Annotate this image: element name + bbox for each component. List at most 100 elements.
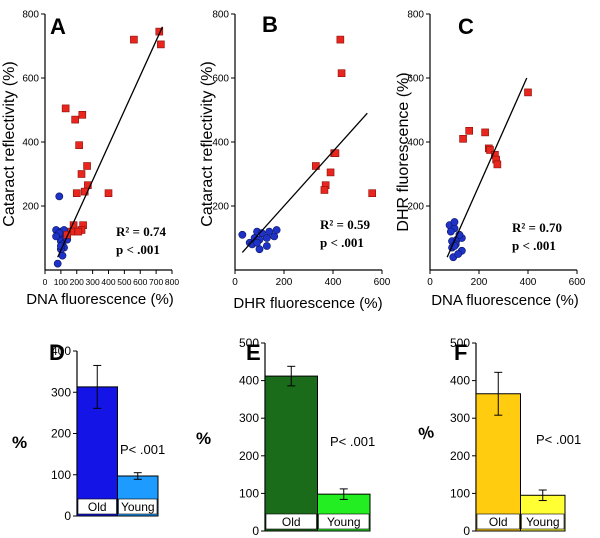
panel-c-x-tick-label: 400 — [520, 277, 537, 288]
panel-b-x-tick-label: 400 — [325, 277, 342, 288]
panel-c-young-point — [454, 250, 463, 258]
panel-b-young-point — [272, 226, 281, 234]
panel-b-y-tick-label: 400 — [212, 138, 229, 149]
panel-e-category-label: Old — [282, 515, 301, 529]
panel-d-y-tick-label: 100 — [51, 468, 71, 482]
panel-e-letter: E — [246, 340, 261, 365]
panel-d: D % 0 100 200 300 400 Old Young P< .001 — [12, 340, 165, 523]
panel-f-ylabel: % — [417, 422, 436, 444]
panel-a-x-tick-label: 0 — [43, 277, 48, 287]
panel-a-x-tick-label: 800 — [165, 277, 179, 287]
panel-b-young-point — [238, 230, 247, 239]
panel-b-ylabel: Cataract reflectivity (%) — [199, 61, 216, 226]
panel-a-old-point — [83, 162, 91, 170]
panel-e-y-tick-label: 500 — [239, 336, 259, 350]
panel-a-y-tick-label: 600 — [22, 74, 39, 85]
panel-d-letter: D — [49, 340, 65, 365]
panel-e-y-tick-label: 200 — [239, 449, 259, 463]
panel-b-x-tick-label: 200 — [276, 277, 293, 288]
panel-b-regression-line — [241, 112, 368, 253]
panel-f-bar-old — [475, 393, 521, 532]
panel-d-y-tick-label: 300 — [51, 385, 71, 399]
panel-a-regression-line — [57, 26, 164, 258]
panel-f-category-box — [521, 513, 565, 530]
panel-a-old-point — [71, 115, 79, 124]
panel-e-y-tick-label: 0 — [252, 524, 259, 538]
panel-e: E % 0 100 200 300 400 500 Old Young P< .001 — [196, 336, 375, 538]
panel-b-old-point — [326, 168, 335, 177]
panel-c-old-point — [459, 135, 467, 143]
panel-e-category-box — [318, 513, 370, 530]
panel-c-x-tick-label: 600 — [569, 277, 586, 288]
panel-a-y-tick-label: 800 — [22, 10, 39, 21]
panel-c-old-point — [465, 127, 474, 135]
panel-f-y-tick-label: 0 — [463, 524, 470, 538]
panel-c-x-tick-label: 0 — [427, 277, 433, 288]
panel-a-old-point — [104, 189, 113, 197]
panel-f-category-label: Old — [489, 515, 508, 529]
panel-c-y-tick-label: 600 — [407, 74, 424, 85]
panel-e-y-tick-label: 300 — [239, 411, 259, 425]
panel-a-p: p < .001 — [116, 242, 160, 257]
panel-c-old-point — [493, 160, 502, 169]
panel-b-young-point — [253, 238, 261, 247]
panel-f-letter: F — [454, 340, 467, 365]
panel-b-xlabel: DHR fluorescence (%) — [233, 295, 382, 312]
panel-c-letter: C — [458, 14, 474, 39]
panel-b-old-point — [320, 186, 329, 194]
panel-e-ylabel: % — [196, 429, 211, 448]
panel-c-xlabel: DNA fluorescence (%) — [431, 292, 579, 309]
panel-e-y-tick-label: 100 — [239, 486, 259, 500]
panel-c-old-point — [524, 88, 532, 97]
panel-a-letter: A — [50, 14, 66, 39]
panel-f-y-tick-label: 300 — [450, 411, 470, 425]
panel-d-y-tick-label: 400 — [51, 344, 71, 358]
panel-a-r2: R² = 0.74 — [116, 224, 166, 239]
panel-b-p: p < .001 — [320, 235, 364, 250]
panel-f-y-tick-label: 200 — [450, 449, 470, 463]
panel-e-y-tick-label: 400 — [239, 374, 259, 388]
panel-a-xlabel: DNA fluorescence (%) — [26, 291, 174, 308]
panel-d-y-tick-label: 200 — [51, 427, 71, 441]
panel-d-category-label: Old — [88, 500, 107, 514]
panel-b-x-tick-label: 0 — [232, 277, 238, 288]
panel-c-x-tick-label: 200 — [471, 277, 488, 288]
panel-f-category-box — [476, 513, 520, 530]
panel-b-plot: 200 400 600 800 0 200 400 600 — [212, 10, 390, 289]
panel-a-x-tick-label: 600 — [133, 277, 147, 287]
panel-a-old-point — [72, 189, 81, 197]
panel-b-y-tick-label: 800 — [212, 10, 229, 21]
panel-f-y-tick-label: 100 — [450, 486, 470, 500]
panel-b-y-tick-label: 200 — [212, 202, 229, 213]
panel-a-x-tick-label: 200 — [70, 277, 84, 287]
panel-a-young-point — [53, 259, 62, 268]
panel-a-x-tick-label: 700 — [149, 277, 163, 287]
panel-f-plot: 0 100 200 300 400 500 Old Young — [450, 336, 566, 538]
panel-c-r2: R² = 0.70 — [512, 220, 562, 235]
panel-c-regression-line — [446, 77, 528, 258]
panel-a-young-point — [55, 192, 64, 201]
panel-e-category-box — [265, 513, 317, 530]
panel-c-young-point — [446, 227, 455, 236]
panel-d-p: P< .001 — [120, 442, 165, 457]
panel-a-young-point — [52, 232, 61, 241]
panel-d-ylabel: % — [12, 433, 27, 452]
panel-c-y-tick-label: 200 — [407, 202, 424, 213]
panel-b-letter: B — [262, 12, 278, 37]
panel-a-x-tick-label: 400 — [101, 277, 115, 287]
panel-c-y-tick-label: 800 — [407, 10, 424, 21]
panel-a-old-point — [130, 35, 138, 44]
panel-d-category-label: Young — [121, 500, 155, 514]
panel-b-y-tick-label: 600 — [212, 74, 229, 85]
panel-d-y-tick-label: 0 — [64, 509, 71, 523]
panel-b-young-point — [262, 242, 271, 250]
panel-a-old-point — [77, 170, 86, 178]
panel-a-x-tick-label: 100 — [54, 277, 68, 287]
panel-a-old-point — [157, 40, 165, 49]
panel-c-old-point — [481, 128, 489, 137]
panel-a: A Cataract reflectivity (%) DNA fluoresc… — [1, 10, 179, 309]
panel-a-old-point — [74, 227, 83, 236]
panel-b-young-point — [265, 227, 274, 236]
